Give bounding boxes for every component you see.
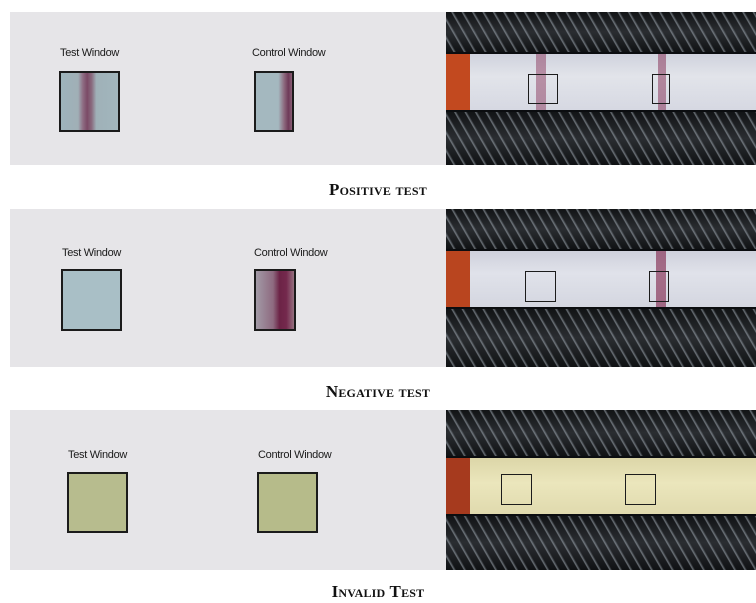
- test-strip: [446, 251, 756, 307]
- control-window-marker: [652, 74, 670, 104]
- test-window-label: Test Window: [60, 47, 120, 59]
- test-window-marker: [528, 74, 558, 104]
- test-strip: [446, 458, 756, 514]
- analysis-panel: Test Window Control Window: [10, 209, 446, 367]
- control-window-label: Control Window: [258, 449, 332, 461]
- test-line: [536, 54, 546, 110]
- analysis-panel: Test Window Control Window: [10, 410, 446, 570]
- test-strip-photo: [446, 12, 756, 165]
- sample-pad: [446, 54, 470, 110]
- result-caption: Negative test: [325, 382, 431, 401]
- control-window: [254, 71, 294, 132]
- test-strip-photo: [446, 209, 756, 367]
- test-window: [59, 71, 120, 132]
- control-window: [257, 472, 318, 533]
- test-window: [67, 472, 128, 533]
- sample-pad: [446, 458, 470, 514]
- analysis-panel: Test Window Control Window: [10, 12, 446, 165]
- control-window: [254, 269, 296, 331]
- result-caption: Invalid Test: [331, 582, 425, 601]
- test-strip: [446, 54, 756, 110]
- test-window-marker: [501, 474, 532, 505]
- control-window-marker: [649, 271, 669, 302]
- control-window-label: Control Window: [252, 47, 326, 59]
- test-window-label: Test Window: [68, 449, 128, 461]
- sample-pad: [446, 251, 470, 307]
- test-window-marker: [525, 271, 556, 302]
- test-strip-photo: [446, 410, 756, 570]
- result-caption: Positive test: [329, 180, 427, 199]
- test-window-label: Test Window: [62, 247, 122, 259]
- control-line: [656, 251, 666, 307]
- control-line: [658, 54, 666, 110]
- control-window-marker: [625, 474, 656, 505]
- test-window: [61, 269, 122, 331]
- control-window-label: Control Window: [254, 247, 328, 259]
